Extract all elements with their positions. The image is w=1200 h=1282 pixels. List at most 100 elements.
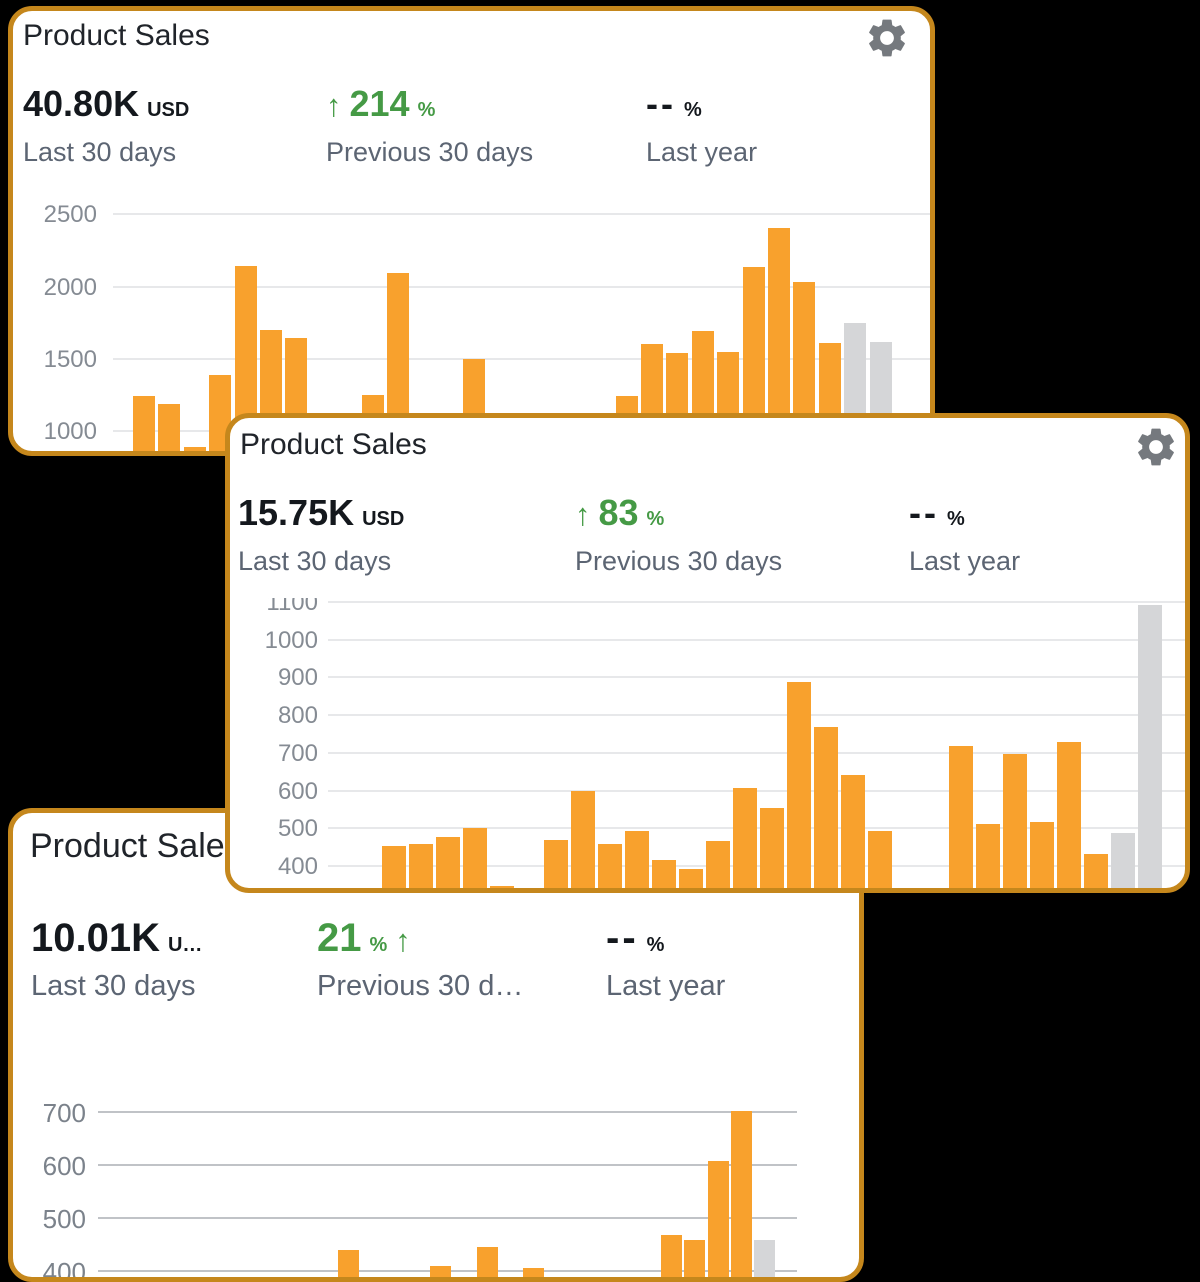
bar[interactable]: [793, 281, 816, 451]
bar[interactable]: [949, 746, 973, 888]
bar[interactable]: [430, 1265, 452, 1277]
bar[interactable]: [787, 682, 811, 888]
bar[interactable]: [436, 836, 460, 888]
bar[interactable]: [814, 726, 838, 888]
metric-previous-30-days: ↑ 83% Previous 30 days: [575, 492, 909, 577]
y-axis-tick-label: 1500: [43, 346, 97, 374]
metric-label: Last year: [646, 137, 758, 167]
bar[interactable]: [760, 808, 784, 888]
bar[interactable]: [625, 831, 649, 888]
sales-bar-chart[interactable]: 400 500 600 700: [13, 1081, 859, 1277]
bar[interactable]: [234, 265, 257, 451]
bar[interactable]: [1057, 742, 1081, 888]
bar[interactable]: [476, 1246, 498, 1277]
metric-label: Last 30 days: [23, 137, 177, 167]
metric-label: Last year: [909, 546, 1021, 576]
bar[interactable]: [684, 1240, 706, 1277]
bar[interactable]: [382, 846, 406, 888]
metric-label: Last 30 days: [238, 546, 392, 576]
trend-up-arrow-icon: ↑: [575, 497, 591, 532]
y-gridline: [98, 1164, 797, 1167]
bar[interactable]: [652, 860, 676, 888]
bar[interactable]: [679, 868, 703, 888]
metric-value: 21: [317, 916, 362, 960]
bar[interactable]: [768, 228, 790, 451]
metric-unit: %: [946, 508, 965, 530]
bar[interactable]: [661, 1235, 683, 1277]
metric-unit: %: [369, 934, 388, 956]
bar[interactable]: [571, 790, 595, 888]
y-axis-tick-label: 600: [42, 1151, 86, 1182]
bar[interactable]: [733, 787, 757, 888]
bar-partial-period[interactable]: [1111, 832, 1135, 888]
y-axis-tick-label: 1100: [266, 598, 318, 616]
product-sales-card-2: Product Sales 15.75K USD Last 30 days ↑ 83…: [225, 413, 1190, 893]
metric-unit: %: [646, 508, 665, 530]
y-gridline: [98, 1217, 797, 1220]
sales-bar-chart[interactable]: 400 500 600 700 800 900 1000 1100: [230, 598, 1185, 888]
metric-value: --: [909, 492, 939, 533]
y-axis-tick-label: 900: [277, 664, 318, 692]
gear-icon: [1138, 428, 1174, 466]
y-axis-tick-label: 700: [277, 739, 318, 767]
bar[interactable]: [706, 840, 730, 888]
metric-unit: %: [646, 934, 665, 956]
bar[interactable]: [522, 1268, 544, 1277]
bar[interactable]: [409, 843, 433, 888]
y-gridline: [328, 714, 1185, 717]
bar[interactable]: [841, 775, 865, 888]
metric-unit: USD: [362, 508, 405, 530]
metric-value: 40.80K: [23, 83, 140, 124]
y-axis-tick-label: 1000: [43, 418, 97, 446]
bar[interactable]: [337, 1249, 359, 1277]
bar-partial-period[interactable]: [1138, 604, 1162, 888]
sales-bar-chart[interactable]: 1000 1500 2000 2500: [13, 197, 930, 451]
metric-label: Last year: [606, 970, 726, 1002]
metric-last-year: --% Last year: [909, 492, 1020, 577]
bar[interactable]: [544, 839, 568, 888]
bar[interactable]: [742, 267, 765, 451]
y-axis-tick-label: 800: [277, 702, 318, 730]
y-gridline: [98, 1111, 797, 1114]
bar[interactable]: [490, 885, 514, 888]
y-gridline: [113, 285, 930, 288]
y-axis-tick-label: 600: [277, 777, 318, 805]
bar[interactable]: [1030, 821, 1054, 888]
metric-unit: U…: [167, 934, 203, 956]
metric-value: --: [606, 916, 639, 960]
metric-label: Previous 30 days: [575, 546, 783, 576]
y-axis-tick-label: 500: [277, 815, 318, 843]
card-title: Product Sales: [23, 19, 210, 52]
bar[interactable]: [1003, 753, 1027, 888]
metric-last-30-days: 10.01K U… Last 30 days: [31, 916, 317, 1003]
metric-last-30-days: 40.80K USD Last 30 days: [23, 83, 326, 168]
bar[interactable]: [598, 844, 622, 888]
bar[interactable]: [1084, 853, 1108, 888]
bar[interactable]: [707, 1160, 729, 1277]
metric-label: Last 30 days: [31, 970, 196, 1002]
bar[interactable]: [868, 831, 892, 888]
metric-last-year: --% Last year: [646, 83, 757, 168]
metric-unit: %: [683, 99, 702, 121]
y-axis-tick-label: 500: [42, 1204, 86, 1235]
metrics-row: 40.80K USD Last 30 days ↑ 214% Previous 30…: [23, 83, 757, 168]
settings-button[interactable]: [864, 15, 910, 61]
metric-value: --: [646, 83, 676, 124]
metric-unit: %: [417, 99, 436, 121]
bar[interactable]: [158, 403, 181, 451]
metric-label: Previous 30 d…: [317, 970, 524, 1002]
bar[interactable]: [183, 446, 206, 451]
metric-last-30-days: 15.75K USD Last 30 days: [238, 492, 575, 577]
bar[interactable]: [730, 1110, 752, 1277]
metric-value: 83: [598, 492, 639, 533]
bar[interactable]: [133, 396, 155, 451]
metric-label: Previous 30 days: [326, 137, 534, 167]
bar[interactable]: [463, 828, 487, 888]
y-axis-tick-label: 2000: [43, 273, 97, 301]
bar[interactable]: [976, 823, 1000, 888]
bar[interactable]: [387, 273, 409, 451]
bar-partial-period[interactable]: [753, 1240, 775, 1277]
metric-unit: USD: [147, 99, 190, 121]
settings-button[interactable]: [1133, 424, 1179, 470]
card-title: Product Sales: [240, 428, 427, 461]
